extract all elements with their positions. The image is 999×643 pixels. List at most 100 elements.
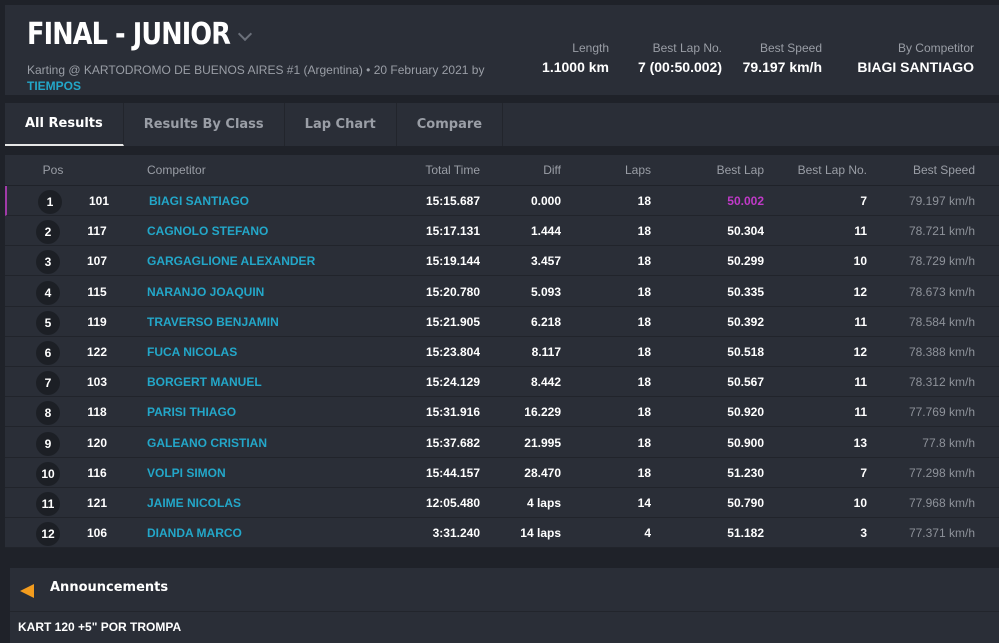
- table-row[interactable]: 1 101 BIAGI SANTIAGO 15:15.687 0.000 18 50.002…: [5, 186, 999, 216]
- cell-laps: 18: [637, 435, 651, 450]
- page-title: FINAL - JUNIOR: [27, 17, 231, 52]
- column-header-number[interactable]: [77, 155, 117, 185]
- tab-all-results[interactable]: All Results: [5, 103, 124, 146]
- stat-label: Best Lap No.: [652, 41, 722, 55]
- position-badge: 7: [36, 371, 60, 396]
- table-row[interactable]: 4 115 NARANJO JOAQUIN 15:20.780 5.093 18 50.33…: [5, 277, 999, 307]
- cell-best-lap: 50.900: [727, 435, 764, 450]
- session-header: FINAL - JUNIOR Karting @ KARTODROMO DE B…: [5, 5, 999, 95]
- stat-label: By Competitor: [897, 41, 974, 55]
- divider: [10, 611, 999, 612]
- cell-best-lap-no: 10: [853, 496, 867, 510]
- results-table: Pos Competitor Total Time Diff Laps Best Lap B…: [5, 155, 999, 549]
- table-row[interactable]: 5 119 TRAVERSO BENJAMIN 15:21.905 6.218 18 50.…: [5, 307, 999, 337]
- cell-best-speed: 79.197 km/h: [908, 194, 975, 208]
- table-row[interactable]: 12 106 DIANDA MARCO 3:31.240 14 laps 4 51.182 3…: [5, 518, 999, 549]
- cell-number: 118: [87, 405, 107, 420]
- cell-number: 107: [86, 254, 108, 269]
- cell-laps: 18: [637, 194, 651, 208]
- cell-competitor[interactable]: DIANDA MARCO: [147, 526, 242, 541]
- cell-diff: 14 laps: [520, 526, 561, 541]
- table-row[interactable]: 11 121 JAIME NICOLAS 12:05.480 4 laps 14 50.79…: [5, 488, 999, 518]
- cell-total-time: 15:19.144: [425, 254, 480, 269]
- cell-best-lap: 50.335: [727, 284, 764, 299]
- table-row[interactable]: 10 116 VOLPI SIMON 15:44.157 28.470 18 51.230 7…: [5, 458, 999, 488]
- stat-value: BIAGI SANTIAGO: [857, 59, 974, 75]
- cell-competitor[interactable]: JAIME NICOLAS: [147, 496, 242, 510]
- cell-number: 101: [88, 194, 110, 208]
- cell-competitor[interactable]: CAGNOLO STEFANO: [147, 224, 269, 239]
- organizer-link[interactable]: TIEMPOS: [27, 79, 82, 93]
- stat-by-competitor: By Competitor BIAGI SANTIAGO: [857, 41, 974, 75]
- cell-diff: 28.470: [524, 465, 561, 480]
- cell-best-speed: 77.769 km/h: [908, 405, 975, 420]
- cell-total-time: 15:24.129: [425, 375, 480, 390]
- cell-best-lap-no: 11: [854, 314, 867, 329]
- cell-diff: 0.000: [530, 194, 561, 208]
- cell-best-lap: 50.567: [727, 375, 764, 390]
- cell-laps: 18: [637, 405, 651, 420]
- cell-competitor[interactable]: TRAVERSO BENJAMIN: [147, 314, 279, 329]
- cell-laps: 4: [644, 526, 651, 541]
- cell-total-time: 15:17.131: [425, 224, 480, 239]
- subtitle-text: Karting @ KARTODROMO DE BUENOS AIRES #1 …: [27, 63, 485, 77]
- table-row[interactable]: 6 122 FUCA NICOLAS 15:23.804 8.117 18 50.518 12…: [5, 337, 999, 367]
- cell-best-lap: 50.920: [727, 405, 764, 420]
- cell-best-speed: 77.8 km/h: [922, 435, 975, 450]
- cell-best-lap: 51.230: [727, 465, 764, 480]
- cell-best-lap-no: 11: [854, 375, 867, 390]
- stat-label: Length: [572, 41, 609, 55]
- column-header-laps[interactable]: Laps: [624, 163, 651, 177]
- tab-lap-chart[interactable]: Lap Chart: [285, 103, 397, 146]
- cell-number: 119: [87, 314, 107, 329]
- cell-diff: 8.442: [530, 375, 561, 390]
- cell-diff: 16.229: [524, 405, 561, 420]
- stat-length: Length 1.1000 km: [542, 41, 609, 75]
- cell-competitor[interactable]: PARISI THIAGO: [147, 405, 237, 420]
- cell-best-lap-no: 12: [853, 345, 867, 359]
- cell-competitor[interactable]: FUCA NICOLAS: [147, 345, 238, 359]
- cell-diff: 21.995: [524, 435, 561, 450]
- column-header-competitor[interactable]: Competitor: [147, 163, 206, 177]
- position-badge: 4: [36, 280, 60, 305]
- cell-competitor[interactable]: BIAGI SANTIAGO: [149, 194, 250, 208]
- cell-number: 103: [86, 375, 108, 390]
- column-header-pos[interactable]: Pos: [42, 163, 64, 177]
- cell-best-speed: 77.298 km/h: [908, 465, 975, 480]
- cell-competitor[interactable]: BORGERT MANUEL: [147, 375, 262, 390]
- table-row[interactable]: 8 118 PARISI THIAGO 15:31.916 16.229 18 50.920…: [5, 397, 999, 428]
- tab-results-by-class[interactable]: Results By Class: [124, 103, 285, 146]
- tab-compare[interactable]: Compare: [397, 103, 504, 146]
- cell-competitor[interactable]: NARANJO JOAQUIN: [147, 284, 265, 299]
- cell-number: 106: [86, 526, 108, 541]
- cell-laps: 18: [637, 314, 651, 329]
- cell-total-time: 15:23.804: [425, 345, 480, 359]
- cell-best-lap-no: 12: [853, 284, 867, 299]
- table-header: Pos Competitor Total Time Diff Laps Best Lap B…: [5, 155, 999, 186]
- column-header-total-time[interactable]: Total Time: [425, 163, 480, 177]
- table-row[interactable]: 7 103 BORGERT MANUEL 15:24.129 8.442 18 50.567…: [5, 367, 999, 398]
- table-row[interactable]: 3 107 GARGAGLIONE ALEXANDER 15:19.144 3.457 1…: [5, 246, 999, 277]
- cell-number: 120: [86, 435, 108, 450]
- position-badge: 11: [36, 492, 60, 516]
- cell-number: 116: [87, 465, 107, 480]
- results-tabs: All Results Results By Class Lap Chart C…: [5, 103, 999, 146]
- column-header-diff[interactable]: Diff: [543, 163, 561, 177]
- column-header-best-speed[interactable]: Best Speed: [912, 163, 975, 177]
- stat-value: 1.1000 km: [542, 59, 609, 75]
- cell-competitor[interactable]: VOLPI SIMON: [147, 465, 226, 480]
- column-header-best-lap-no[interactable]: Best Lap No.: [797, 163, 867, 177]
- cell-best-speed: 78.673 km/h: [908, 284, 975, 299]
- column-header-best-lap[interactable]: Best Lap: [716, 163, 764, 177]
- cell-total-time: 15:37.682: [425, 435, 480, 450]
- table-row[interactable]: 2 117 CAGNOLO STEFANO 15:17.131 1.444 18 50.30…: [5, 216, 999, 247]
- cell-competitor[interactable]: GARGAGLIONE ALEXANDER: [147, 254, 316, 269]
- cell-total-time: 15:31.916: [425, 405, 480, 420]
- cell-best-lap-no: 13: [853, 435, 867, 450]
- cell-competitor[interactable]: GALEANO CRISTIAN: [147, 435, 267, 450]
- stat-best-speed: Best Speed 79.197 km/h: [743, 41, 822, 75]
- table-row[interactable]: 9 120 GALEANO CRISTIAN 15:37.682 21.995 18 50.…: [5, 428, 999, 458]
- chevron-down-icon[interactable]: [237, 26, 253, 42]
- cell-best-lap: 50.392: [727, 314, 764, 329]
- cell-total-time: 12:05.480: [425, 496, 480, 510]
